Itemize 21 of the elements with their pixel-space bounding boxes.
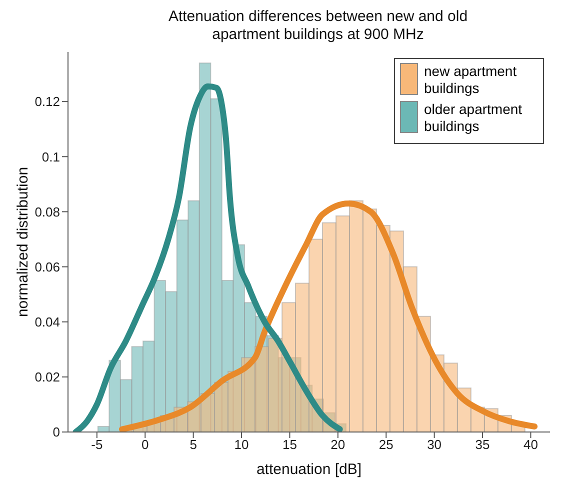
x-tick-label: 10 (234, 437, 249, 452)
x-axis-title: attenuation [dB] (256, 461, 362, 478)
x-tick-label: 0 (142, 437, 149, 452)
y-tick-label: 0.02 (34, 370, 60, 385)
y-axis-title: normalized distribution (14, 166, 32, 318)
y-tick-label: 0.1 (42, 149, 60, 164)
chart-title: Attenuation differences between new and old apartment buildings at 900 MHz (167, 8, 469, 44)
x-tick-label: 25 (378, 437, 394, 452)
y-tick-label: 0.06 (34, 259, 60, 274)
y-tick-label: 0 (52, 424, 60, 440)
x-tick-label: 5 (190, 437, 197, 452)
y-tick-label: 0.08 (34, 204, 60, 220)
x-tick-label: 20 (330, 437, 346, 452)
x-tick-label: 30 (427, 437, 442, 452)
x-tick-label: 40 (523, 437, 538, 452)
x-tick-label: 15 (282, 437, 297, 452)
x-tick-label: 35 (475, 437, 490, 452)
legend-label: older apartment buildings (424, 101, 524, 135)
x-tick-label: -5 (91, 437, 103, 452)
y-tick-label: 0.04 (34, 314, 60, 330)
y-tick-label: 0.12 (34, 94, 60, 110)
